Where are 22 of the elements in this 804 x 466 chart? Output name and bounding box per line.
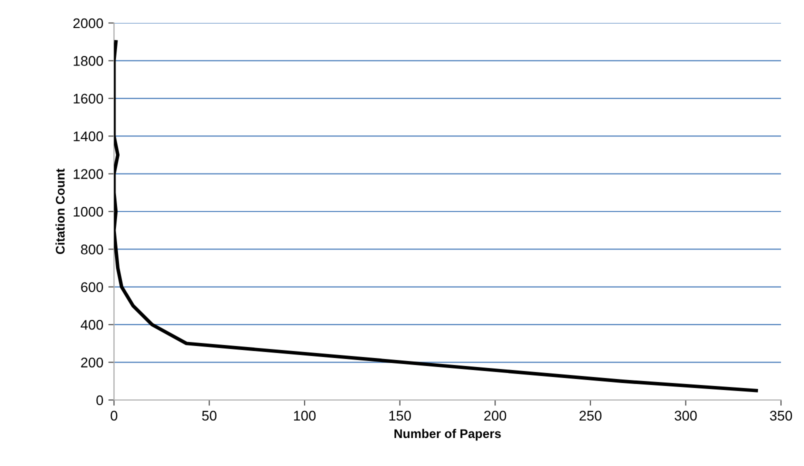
y-tick-label: 200 (81, 358, 104, 368)
y-tick-label: 1800 (74, 56, 104, 66)
y-tick-label: 600 (81, 282, 104, 292)
y-axis-title: Citation Count (55, 168, 65, 254)
y-tick-label: 1200 (74, 169, 104, 179)
x-tick-label: 300 (674, 410, 697, 421)
x-tick-label: 0 (110, 410, 118, 421)
y-tick-label: 1600 (74, 94, 104, 104)
x-tick-label: 250 (580, 410, 602, 421)
line-series (114, 40, 758, 392)
x-tick-label: 150 (389, 410, 411, 421)
x-tick-label: 100 (294, 410, 316, 421)
y-tick-label: 1400 (74, 131, 104, 142)
x-tick-label: 50 (202, 410, 216, 421)
x-tick-label: 200 (484, 410, 506, 421)
x-axis-title: Number of Papers (394, 428, 501, 441)
y-tick-label: 800 (81, 244, 104, 254)
y-tick-label: 1000 (74, 206, 104, 217)
y-tick-label: 0 (96, 395, 104, 406)
x-tick-label: 350 (770, 410, 792, 421)
y-tick-label: 2000 (73, 18, 104, 28)
y-tick-label: 400 (80, 320, 104, 330)
